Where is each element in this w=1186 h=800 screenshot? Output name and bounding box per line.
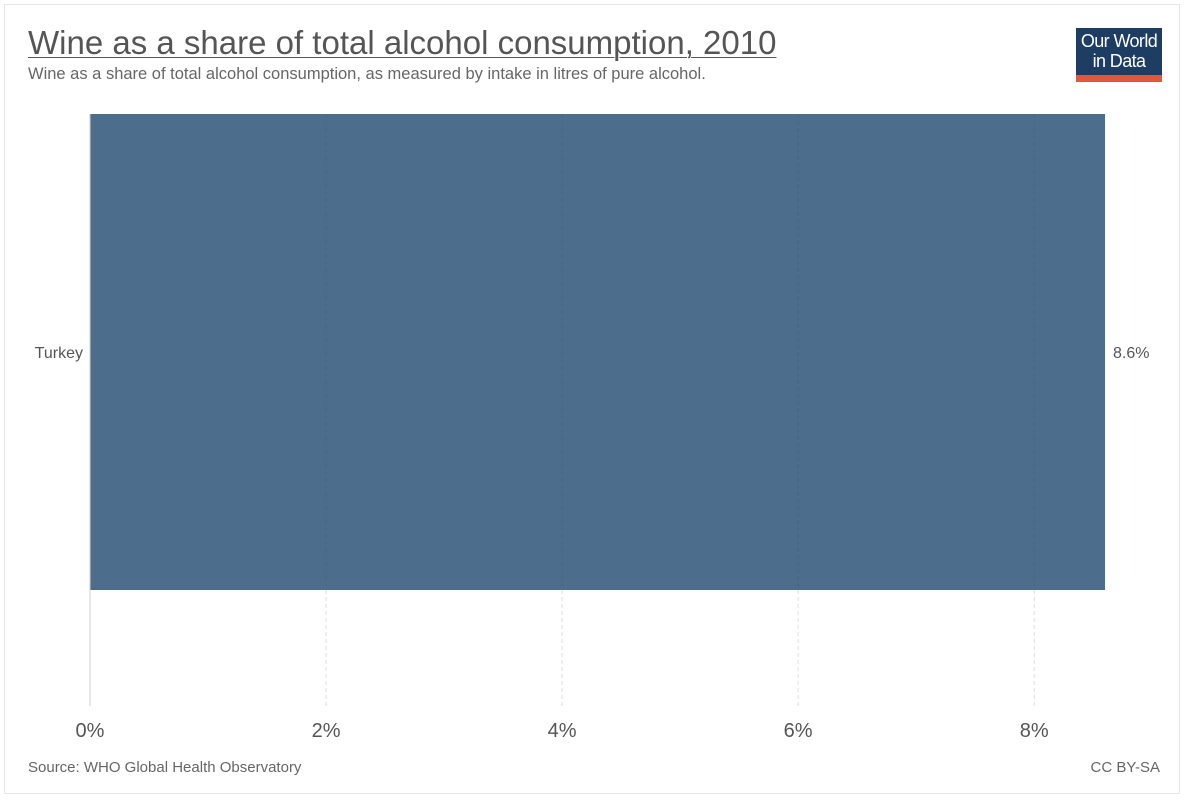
- data-label: 8.6%: [1113, 345, 1149, 362]
- x-tick-label: 2%: [312, 720, 341, 742]
- x-tick-label: 4%: [548, 720, 577, 742]
- logo-line-2: in Data: [1092, 51, 1146, 71]
- chart-title[interactable]: Wine as a share of total alcohol consump…: [28, 24, 777, 61]
- x-tick-label: 8%: [1020, 720, 1049, 742]
- chart-subtitle: Wine as a share of total alcohol consump…: [28, 65, 706, 83]
- source-note: Source: WHO Global Health Observatory: [28, 759, 302, 776]
- our-world-in-data-logo[interactable]: Our World in Data: [1076, 28, 1162, 82]
- x-tick-label: 6%: [784, 720, 813, 742]
- bar[interactable]: [90, 114, 1105, 590]
- license-link[interactable]: CC BY-SA: [1090, 759, 1160, 776]
- x-tick-label: 0%: [76, 720, 105, 742]
- logo-line-1: Our World: [1080, 31, 1158, 51]
- category-label: Turkey: [35, 345, 83, 362]
